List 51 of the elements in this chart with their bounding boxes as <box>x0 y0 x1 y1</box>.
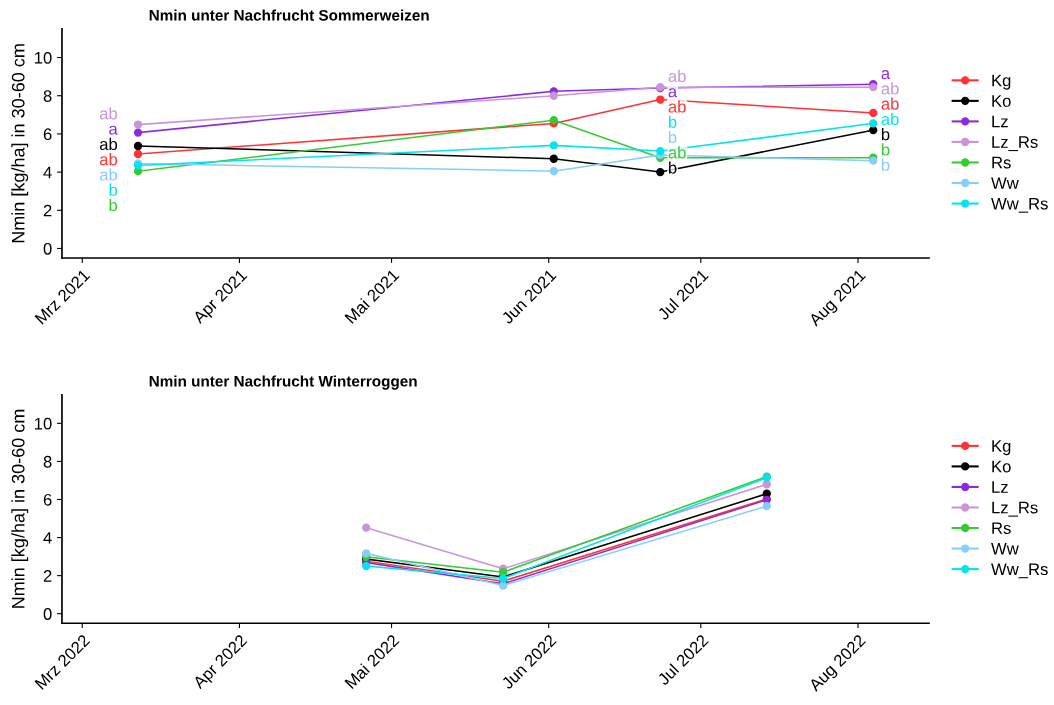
data-label: ab <box>881 82 899 95</box>
y-tick-label: 4 <box>43 532 52 544</box>
y-tick-label: 2 <box>43 570 52 582</box>
y-axis-title: Nmin [kg/ha] in 30-60 cm <box>11 409 29 608</box>
legend-label: Lz_Rs <box>992 136 1038 152</box>
legend-label: Ko <box>992 460 1011 473</box>
y-tick-label: 10 <box>34 417 52 430</box>
legend-label: Ww <box>991 177 1019 189</box>
data-label: b <box>881 158 890 171</box>
data-label: ab <box>99 137 118 151</box>
y-tick-label: 8 <box>43 455 52 468</box>
y-tick-label: 8 <box>43 90 52 102</box>
data-label: ab <box>668 69 686 83</box>
data-label: b <box>668 115 677 128</box>
y-tick-label: 4 <box>43 166 52 179</box>
data-label: b <box>109 183 118 196</box>
y-tick-label: 6 <box>43 128 52 141</box>
y-tick-label: 6 <box>43 493 52 506</box>
data-label: ab <box>881 112 899 126</box>
legend-label: Kg <box>992 74 1011 90</box>
y-tick-label: 0 <box>43 242 52 255</box>
data-label: a <box>668 88 678 98</box>
data-label: a <box>881 70 891 80</box>
data-label: b <box>881 128 890 141</box>
y-tick-label: 10 <box>34 51 52 64</box>
legend-label: Ww_Rs <box>991 563 1048 579</box>
y-tick-label: 2 <box>43 204 52 217</box>
y-axis-title: Nmin [kg/ha] in 30-60 cm <box>11 44 29 243</box>
data-label: ab <box>668 100 686 113</box>
legend-label: Ko <box>992 95 1011 107</box>
legend-label: Rs <box>992 522 1011 535</box>
legend-label: Lz <box>992 481 1008 493</box>
data-label: ab <box>99 107 118 120</box>
data-label: ab <box>881 97 899 110</box>
data-label: ab <box>99 153 118 166</box>
data-label: b <box>668 130 677 144</box>
data-label: ab <box>99 168 118 181</box>
chart-title: Nmin unter Nachfrucht Winterroggen <box>149 375 417 390</box>
legend-label: Lz_Rs <box>992 501 1038 517</box>
legend-label: Lz <box>992 115 1008 128</box>
data-label: a <box>109 125 118 135</box>
chart-title: Nmin unter Nachfrucht Sommerweizen <box>149 9 429 21</box>
legend-label: Ww_Rs <box>991 197 1048 213</box>
legend-label: Rs <box>992 156 1011 169</box>
data-label: b <box>668 161 677 174</box>
data-label: b <box>109 198 118 212</box>
data-label: ab <box>668 146 686 159</box>
legend-label: Ww <box>991 542 1019 555</box>
y-tick-label: 0 <box>43 608 52 620</box>
legend-label: Kg <box>992 440 1011 456</box>
data-label: b <box>881 143 890 156</box>
